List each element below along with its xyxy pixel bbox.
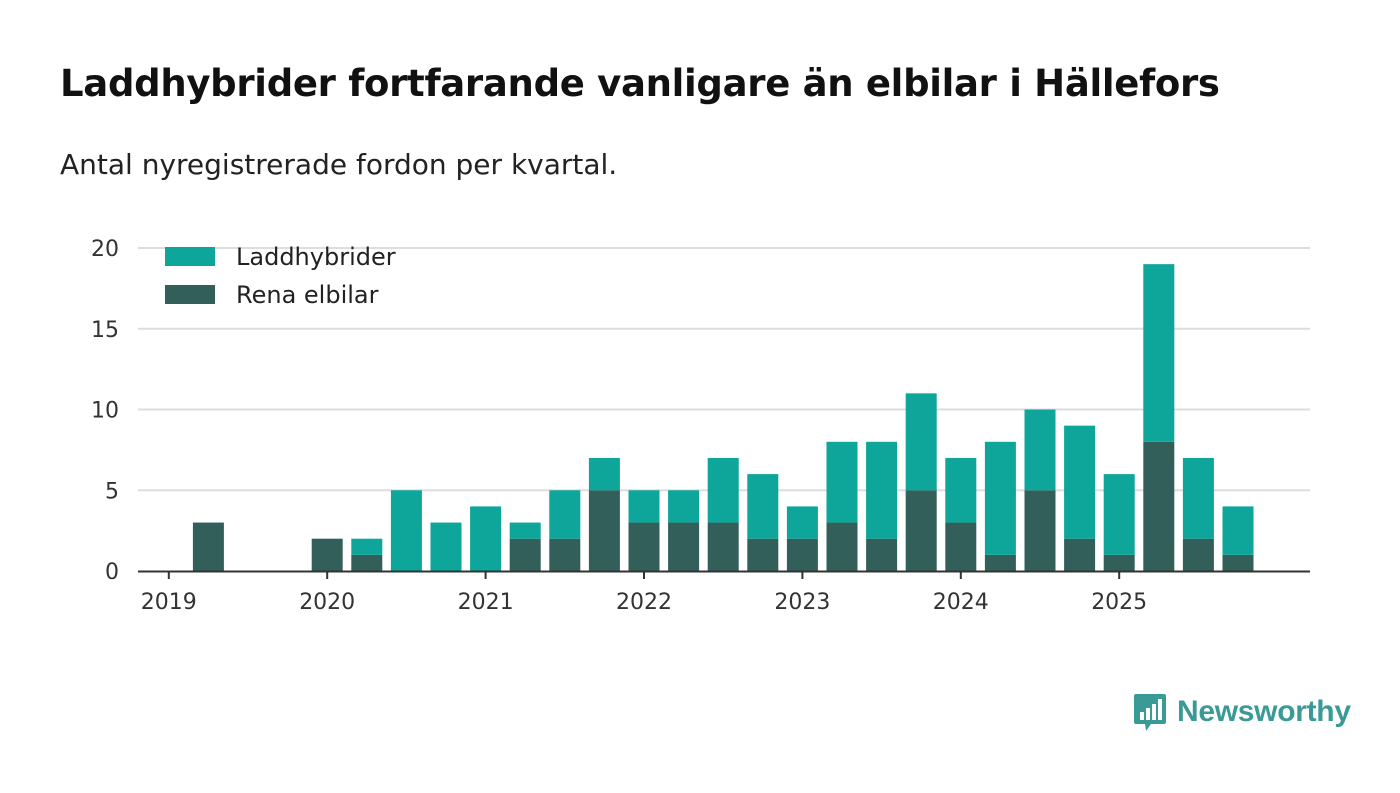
bar-laddhybrider [1222,506,1254,555]
bar-laddhybrider [826,441,858,523]
bar-laddhybrider [588,457,620,491]
bar-laddhybrider [390,490,422,571]
bar-laddhybrider [866,441,898,539]
bar-laddhybrider [351,538,383,555]
y-tick-label: 5 [105,479,119,504]
x-tick-label: 2024 [933,590,989,615]
bar-rena-elbilar [351,554,383,571]
chart-title: Laddhybrider fortfarande vanligare än el… [60,62,1220,105]
y-tick-label: 10 [91,399,119,424]
bar-laddhybrider [1064,425,1096,539]
bar-rena-elbilar [668,522,700,571]
bar-rena-elbilar [1182,538,1214,571]
bar-laddhybrider [430,522,462,571]
bar-rena-elbilar [588,490,620,571]
bar-rena-elbilar [984,554,1016,571]
bar-rena-elbilar [826,522,858,571]
legend-label-rena-elbilar: Rena elbilar [236,281,379,309]
y-tick-label: 15 [91,318,119,343]
bar-laddhybrider [668,490,700,523]
legend-swatch-rena-elbilar [165,285,215,304]
bar-laddhybrider [1182,457,1214,539]
legend-swatch-laddhybrider [165,247,215,266]
brand-name: Newsworthy [1177,695,1351,728]
x-tick-label: 2025 [1091,590,1147,615]
bar-rena-elbilar [509,538,541,571]
x-tick-label: 2023 [774,590,830,615]
brand-logo: Newsworthy [1133,692,1351,732]
bar-rena-elbilar [1222,554,1254,571]
bar-rena-elbilar [905,490,937,571]
bar-rena-elbilar [1024,490,1056,571]
bar-rena-elbilar [786,538,818,571]
bar-laddhybrider [1024,409,1056,491]
bar-laddhybrider [470,506,502,571]
bar-laddhybrider [984,441,1016,555]
bar-rena-elbilar [945,522,977,571]
y-tick-label: 20 [91,237,119,262]
bar-rena-elbilar [866,538,898,571]
bar-rena-elbilar [549,538,581,571]
x-tick-label: 2019 [141,590,197,615]
chart-subtitle: Antal nyregistrerade fordon per kvartal. [60,148,618,181]
y-tick-label: 0 [105,560,119,585]
bar-laddhybrider [945,457,977,523]
x-axis-ticks: 2019 2020 2021 2022 2023 2024 2025 [141,571,1147,615]
bar-laddhybrider [786,506,818,539]
bar-rena-elbilar [1103,554,1135,571]
bar-rena-elbilar [1143,441,1175,571]
x-tick-label: 2020 [299,590,355,615]
x-tick-label: 2021 [458,590,514,615]
bar-rena-elbilar [628,522,660,571]
legend-label-laddhybrider: Laddhybrider [236,243,396,271]
y-axis-ticks: 0 5 10 15 20 [91,237,119,585]
x-tick-label: 2022 [616,590,672,615]
bar-laddhybrider [1103,474,1135,555]
bar-rena-elbilar [707,522,739,571]
legend: Laddhybrider Rena elbilar [165,236,406,309]
bars [192,264,1254,571]
bar-rena-elbilar [1064,538,1096,571]
bar-rena-elbilar [311,538,343,571]
bar-rena-elbilar [192,522,224,571]
bar-laddhybrider [905,393,937,491]
bar-laddhybrider [747,474,779,539]
chart-bubble-icon [1134,694,1166,731]
bar-laddhybrider [628,490,660,523]
bar-laddhybrider [549,490,581,539]
bar-rena-elbilar [747,538,779,571]
bar-laddhybrider [509,522,541,539]
bar-laddhybrider [1143,264,1175,442]
bar-laddhybrider [707,457,739,523]
